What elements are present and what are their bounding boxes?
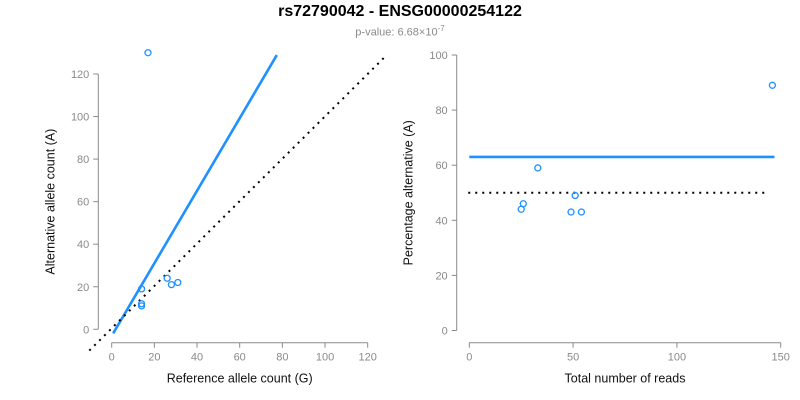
x-tick-label: 120 bbox=[359, 352, 377, 364]
y-tick-label: 100 bbox=[71, 112, 89, 124]
pvalue-text: p-value: 6.68×10 bbox=[355, 26, 438, 39]
x-tick-label: 0 bbox=[466, 352, 472, 364]
y-tick-label: 60 bbox=[435, 160, 447, 172]
data-point bbox=[768, 81, 777, 89]
plot-subtitle: p-value: 6.68×10-7 bbox=[0, 24, 800, 39]
data-point bbox=[534, 164, 542, 172]
data-point bbox=[517, 205, 525, 213]
x-tick-label: 100 bbox=[316, 352, 334, 364]
x-tick-label: 20 bbox=[148, 352, 160, 364]
y-tick-label: 20 bbox=[77, 282, 89, 294]
left-scatter-plot: 0 20 40 60 80 100 120 0 20 40 60 80 100 120 Reference … bbox=[43, 49, 388, 386]
plot-title: rs72790042 - ENSG00000254122 bbox=[278, 3, 522, 20]
pvalue-exponent: -7 bbox=[437, 24, 445, 33]
x-tick-label: 0 bbox=[109, 352, 115, 364]
fit-line bbox=[112, 54, 278, 335]
y-tick-label: 120 bbox=[71, 69, 89, 81]
data-point bbox=[137, 302, 146, 310]
x-tick-label: 80 bbox=[276, 352, 288, 364]
data-point bbox=[167, 280, 176, 289]
y-axis-title: Percentage alternative (A) bbox=[402, 120, 416, 265]
data-point bbox=[577, 208, 586, 216]
x-tick-label: 150 bbox=[772, 352, 790, 364]
y-axis-title: Alternative allele count (A) bbox=[43, 129, 57, 275]
y-tick-label: 80 bbox=[77, 154, 89, 166]
data-point bbox=[571, 191, 579, 200]
x-axis-title: Reference allele count (G) bbox=[167, 372, 313, 386]
data-point bbox=[163, 274, 171, 282]
x-axis-title: Total number of reads bbox=[565, 372, 686, 386]
y-tick-label: 0 bbox=[83, 324, 89, 336]
x-tick-label: 40 bbox=[191, 352, 203, 364]
x-tick-label: 50 bbox=[567, 352, 579, 364]
right-scatter-plot: 0 50 100 150 0 20 40 60 80 100 Total number of rea… bbox=[402, 50, 790, 386]
x-tick-label: 100 bbox=[668, 352, 686, 364]
data-point bbox=[567, 208, 575, 216]
y-tick-label: 20 bbox=[435, 270, 447, 282]
identity-line bbox=[88, 54, 388, 352]
y-tick-label: 100 bbox=[429, 50, 447, 62]
x-tick-label: 60 bbox=[234, 352, 246, 364]
data-point bbox=[137, 300, 146, 308]
y-tick-label: 80 bbox=[435, 105, 447, 117]
y-tick-label: 0 bbox=[442, 326, 448, 338]
data-point bbox=[144, 49, 152, 57]
y-tick-label: 40 bbox=[435, 215, 447, 227]
y-tick-label: 60 bbox=[77, 197, 89, 209]
y-tick-label: 40 bbox=[77, 239, 89, 251]
data-point bbox=[174, 278, 182, 287]
data-point bbox=[137, 285, 146, 293]
